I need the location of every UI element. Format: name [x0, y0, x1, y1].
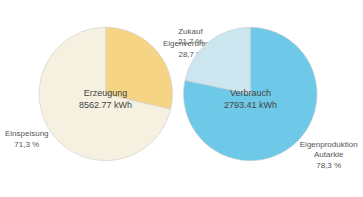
svg-text:Zukauf21,7 %: Zukauf21,7 % — [178, 27, 203, 46]
svg-text:Erzeugung8562.77 kWh: Erzeugung8562.77 kWh — [79, 88, 132, 110]
svg-text:EigenproduktionAutarkie78,3 %: EigenproduktionAutarkie78,3 % — [300, 140, 358, 170]
svg-text:Verbrauch2793.41 kWh: Verbrauch2793.41 kWh — [224, 88, 277, 110]
svg-text:Einspeisung71,3 %: Einspeisung71,3 % — [5, 129, 49, 148]
